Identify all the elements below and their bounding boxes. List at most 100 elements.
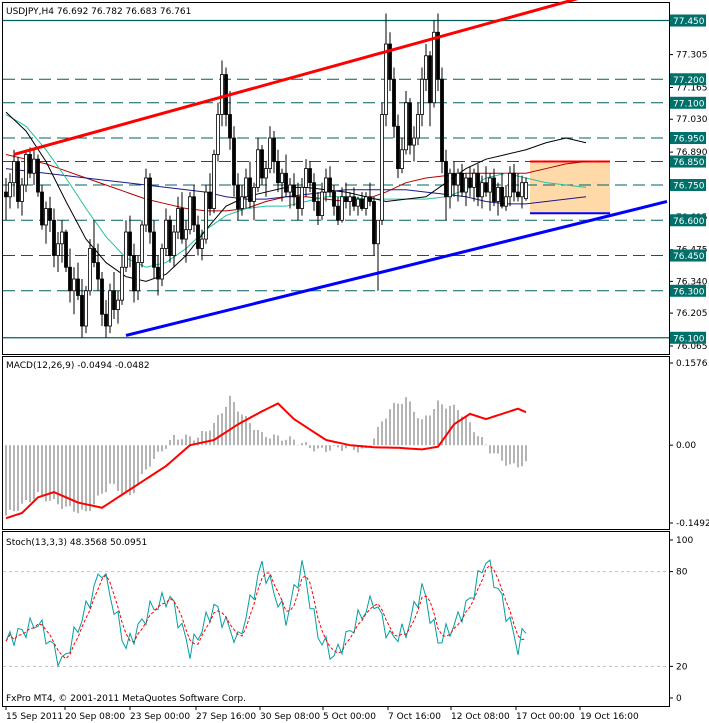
- price-level-label-box: [670, 73, 706, 86]
- candle-body: [28, 154, 32, 174]
- candle-body: [440, 78, 444, 162]
- candle-body: [204, 191, 208, 240]
- candle-body: [144, 177, 148, 226]
- candle-body: [488, 177, 492, 193]
- candle-body: [272, 137, 276, 162]
- candle-body: [312, 182, 316, 202]
- candle-body: [36, 158, 40, 193]
- candle-body: [212, 154, 216, 209]
- candle-body: [68, 266, 72, 292]
- candle-body: [468, 177, 472, 188]
- candle-body: [424, 55, 428, 80]
- candle-body: [136, 262, 140, 292]
- candle-body: [172, 231, 176, 256]
- candle-body: [76, 278, 80, 296]
- candle-body: [244, 177, 248, 198]
- price-tick-label: 77.030: [676, 115, 708, 125]
- candle-body: [376, 219, 380, 245]
- price-pane-title: USDJPY,H4 76.692 76.782 76.683 76.761: [6, 7, 191, 17]
- price-level-label-box: [670, 214, 706, 227]
- candle-body: [384, 43, 388, 115]
- moving-average-line: [5, 111, 587, 282]
- candle-body: [332, 191, 336, 207]
- candle-body: [24, 154, 28, 186]
- price-level-label: 76.750: [673, 182, 705, 192]
- candle-body: [148, 177, 152, 233]
- candle-body: [392, 78, 396, 127]
- price-level-label: 76.100: [673, 334, 705, 344]
- candle-body: [48, 208, 52, 221]
- candle-body: [308, 168, 312, 184]
- trend-channel-lines: [13, 0, 668, 337]
- candle-body: [372, 201, 376, 245]
- price-level-labels: 77.450 77.200 77.100 76.950 76.850 76.750 76.6…: [670, 14, 706, 344]
- stoch-pane-frame: [2, 531, 670, 707]
- price-level-label-box: [670, 179, 706, 192]
- candle-body: [492, 177, 496, 202]
- candle-body: [520, 182, 524, 198]
- candle-body: [196, 224, 200, 249]
- candle-body: [180, 208, 184, 240]
- candle-body: [304, 168, 308, 188]
- price-level-label-box: [670, 96, 706, 109]
- candle-body: [220, 74, 224, 115]
- time-tick-label: 5 Oct 00:00: [323, 712, 376, 722]
- candle-body: [56, 243, 60, 256]
- price-level-label-box: [670, 331, 706, 344]
- stoch-signal-line: [5, 564, 527, 660]
- candle-body: [8, 182, 12, 198]
- price-level-label: 76.450: [673, 252, 705, 262]
- copyright-text: FxPro MT4, © 2001-2011 MetaQuotes Softwa…: [6, 694, 246, 704]
- candle-body: [348, 196, 352, 202]
- price-level-label: 77.450: [673, 17, 705, 27]
- price-level-label: 76.850: [673, 158, 705, 168]
- price-tick-label: 76.340: [676, 277, 708, 287]
- candle-body: [200, 238, 204, 249]
- candle-body: [188, 196, 192, 231]
- candle-body: [240, 196, 244, 209]
- candle-body: [356, 198, 360, 207]
- stoch-tick-label: 100: [676, 536, 693, 546]
- moving-average-line: [5, 168, 587, 205]
- candle-body: [444, 161, 448, 198]
- macd-tick-label: 0.1576: [676, 359, 708, 369]
- candlestick-series: [4, 13, 528, 338]
- stoch-pane-title: Stoch(13,3,3) 48.3568 50.0951: [6, 538, 147, 548]
- stochastic-axis: 100 80 20 0: [669, 536, 693, 704]
- candle-body: [248, 177, 252, 202]
- price-tick-label: 77.165: [676, 84, 708, 94]
- candle-body: [80, 295, 84, 327]
- candle-body: [260, 149, 264, 179]
- price-level-label-box: [670, 284, 706, 297]
- candle-body: [192, 196, 196, 226]
- candle-body: [164, 219, 168, 249]
- candle-body: [416, 114, 420, 139]
- candle-body: [276, 161, 280, 184]
- macd-signal-line: [5, 402, 527, 520]
- candle-body: [524, 182, 528, 200]
- price-tick-label: 76.065: [676, 342, 708, 352]
- candle-body: [176, 208, 180, 233]
- candle-body: [364, 196, 368, 209]
- candle-body: [16, 161, 20, 202]
- candle-body: [352, 196, 356, 207]
- candle-body: [208, 191, 212, 209]
- price-tick-label: 76.890: [676, 148, 708, 158]
- candle-body: [336, 205, 340, 221]
- candle-body: [432, 31, 436, 104]
- candle-body: [496, 186, 500, 202]
- candle-body: [288, 184, 292, 193]
- macd-tick-label: 0.00: [676, 441, 696, 451]
- candle-body: [404, 102, 408, 151]
- price-level-label: 77.100: [673, 99, 705, 109]
- candle-body: [328, 177, 332, 193]
- macd-tick-label: -0.1492: [676, 519, 709, 529]
- candle-body: [4, 191, 8, 198]
- consolidation-box: [530, 161, 610, 214]
- candle-body: [268, 137, 272, 169]
- time-tick-label: 20 Sep 08:00: [65, 712, 125, 722]
- candle-body: [456, 172, 460, 186]
- candle-body: [516, 191, 520, 198]
